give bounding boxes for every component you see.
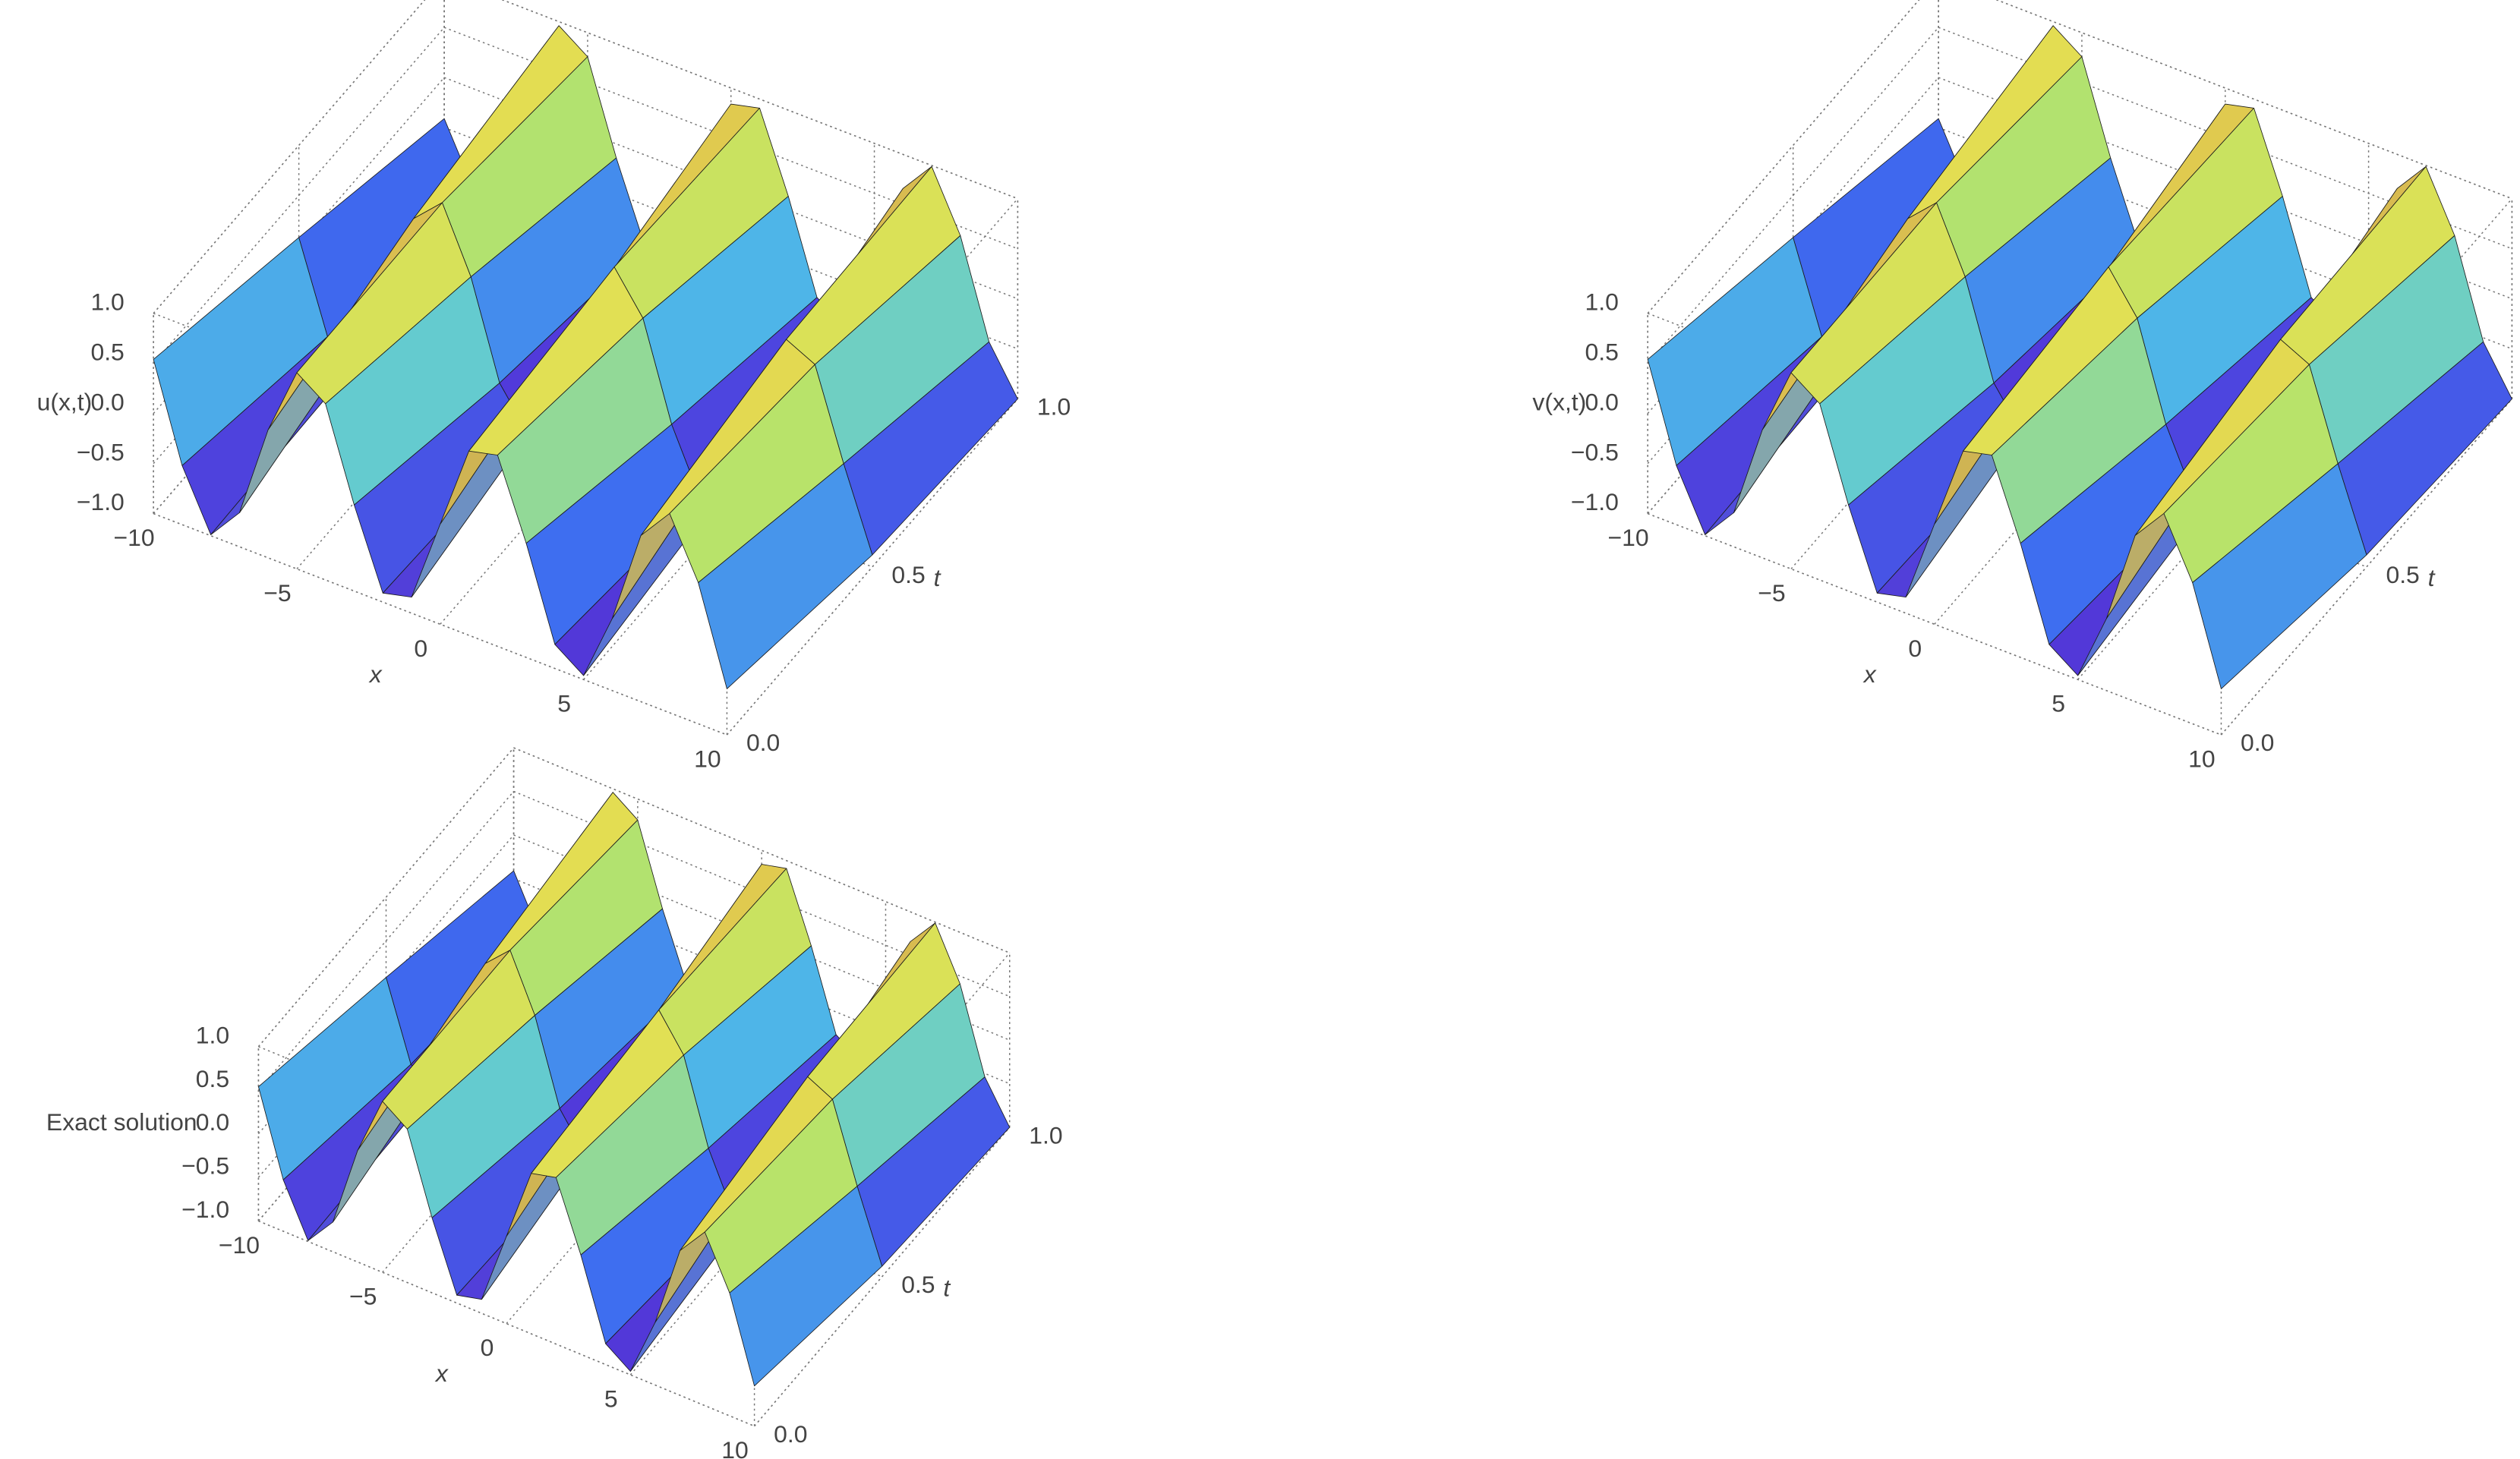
x-tick-label: −5 [349, 1282, 377, 1309]
grid-line [501, 0, 1018, 200]
z-tick-label: 0.5 [196, 1065, 229, 1092]
grid-line [1934, 288, 2226, 625]
surface-patch [698, 463, 873, 689]
grid-line [2220, 399, 2512, 736]
grid-line [726, 399, 1018, 736]
grid-line [2077, 343, 2370, 680]
y-tick-label: 0.5 [2386, 561, 2419, 588]
z-axis-label: u(x,t) [37, 388, 93, 415]
grid-line [513, 747, 1011, 953]
x-tick-label: 0 [481, 1334, 494, 1361]
y-tick-label: 1.0 [1029, 1121, 1062, 1149]
z-tick-label: 0.5 [90, 338, 124, 365]
x-axis-label: x [434, 1360, 449, 1387]
y-tick-label: 0.0 [774, 1420, 807, 1448]
y-axis-label: t [943, 1274, 951, 1301]
y-tick-label: 0.5 [891, 561, 925, 588]
surface-patch [729, 1186, 883, 1387]
grid-line [153, 27, 445, 364]
z-tick-label: −1.0 [77, 488, 125, 515]
z-tick-label: −0.5 [77, 438, 125, 465]
grid-line [754, 1127, 1011, 1427]
x-axis-label: x [1862, 660, 1877, 688]
y-tick-label: 0.5 [901, 1271, 935, 1298]
x-tick-label: 10 [2188, 745, 2215, 773]
y-tick-label: 0.0 [746, 729, 780, 756]
z-axis-label: Exact solution [46, 1108, 197, 1136]
grid-line [296, 232, 588, 569]
x-tick-label: 5 [604, 1385, 618, 1413]
x-tick-label: 10 [721, 1436, 748, 1459]
surface-plot: −10−505100.00.51.0−1.0−0.50.00.51.0xtv(x… [1532, 0, 2513, 773]
grid-line [153, 512, 727, 736]
x-tick-label: −5 [263, 579, 291, 607]
x-axis-label: x [368, 660, 383, 688]
y-tick-label: 1.0 [1037, 393, 1071, 421]
grid-line [583, 343, 875, 680]
surface-plot: −10 −5 0 5 10 0.0 0.5 1.0 −1.0 −0.5 0.0 0.5 1.0 x t u(x… [37, 0, 1071, 773]
z-tick-label: −0.5 [181, 1152, 229, 1180]
z-tick-label: 1.0 [1585, 288, 1618, 315]
y-axis-label: t [934, 564, 941, 591]
z-tick-label: 0.5 [1585, 338, 1618, 365]
z-tick-label: 0.0 [1585, 388, 1618, 415]
grid-line [153, 0, 426, 314]
grid-line [1647, 0, 1920, 314]
grid-line [1790, 232, 2083, 569]
y-tick-label: 0.0 [2241, 729, 2274, 756]
z-tick-label: −1.0 [181, 1196, 229, 1223]
grid-line [258, 1220, 755, 1427]
x-tick-label: 5 [2052, 690, 2065, 717]
surface-plot: −10 −5 0 5 10 0.0 0.5 1.0 −1.0 −0.5 0.0 0.5 1.0 x t Exa… [46, 747, 1063, 1459]
z-axis-label: v(x,t) [1532, 388, 1586, 415]
z-tick-label: 1.0 [196, 1021, 229, 1048]
x-tick-label: −10 [219, 1231, 260, 1259]
z-tick-label: 1.0 [90, 288, 124, 315]
y-axis-label: t [2428, 564, 2436, 591]
surface-patch [2192, 463, 2367, 689]
grid-line [1995, 0, 2512, 200]
x-tick-label: −10 [1608, 524, 1649, 551]
z-tick-label: 0.0 [90, 388, 124, 415]
grid-line [1647, 512, 2222, 736]
x-tick-label: 10 [694, 745, 721, 773]
grid-line [257, 791, 515, 1091]
grid-line [440, 288, 732, 625]
z-tick-label: −1.0 [1571, 488, 1619, 515]
plots: −10 −5 0 5 10 0.0 0.5 1.0 −1.0 −0.5 0.0 0.5 1.0 x t u(x… [37, 0, 2513, 1459]
x-tick-label: 5 [557, 690, 571, 717]
x-tick-label: 0 [1908, 635, 1922, 662]
x-tick-label: −10 [114, 524, 155, 551]
z-tick-label: 0.0 [196, 1108, 229, 1136]
z-tick-label: −0.5 [1571, 438, 1619, 465]
x-tick-label: 0 [414, 635, 427, 662]
grid-line [1647, 27, 1939, 364]
grid-line [257, 747, 515, 1048]
x-tick-label: −5 [1758, 579, 1785, 607]
